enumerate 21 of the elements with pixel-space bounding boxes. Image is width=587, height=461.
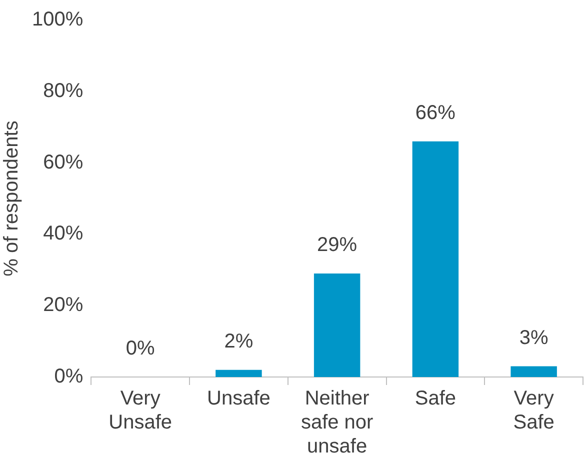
data-label: 29%: [317, 234, 358, 256]
x-tick-label: Neither safe nor unsafe: [300, 388, 374, 458]
bar: [216, 370, 262, 377]
y-tick-label: 60%: [43, 151, 84, 174]
y-axis-title: % of respondents: [0, 120, 23, 276]
x-tick-label: Very Safe: [513, 388, 554, 434]
bar: [314, 273, 360, 377]
y-tick-label: 20%: [43, 294, 84, 316]
y-tick-label: 40%: [43, 222, 84, 245]
bar: [412, 141, 459, 377]
y-tick-label: 0%: [54, 366, 84, 388]
x-tick-label: Safe: [414, 388, 456, 410]
bar: [510, 366, 557, 377]
x-tick-label: Unsafe: [207, 388, 270, 410]
x-tick-label: Very Unsafe: [108, 388, 172, 434]
y-tick-label: 100%: [32, 8, 84, 31]
data-label: 2%: [224, 330, 254, 352]
data-label: 3%: [519, 326, 548, 349]
data-label: 0%: [126, 338, 156, 360]
data-label: 66%: [415, 102, 456, 124]
y-tick-label: 80%: [43, 80, 84, 102]
